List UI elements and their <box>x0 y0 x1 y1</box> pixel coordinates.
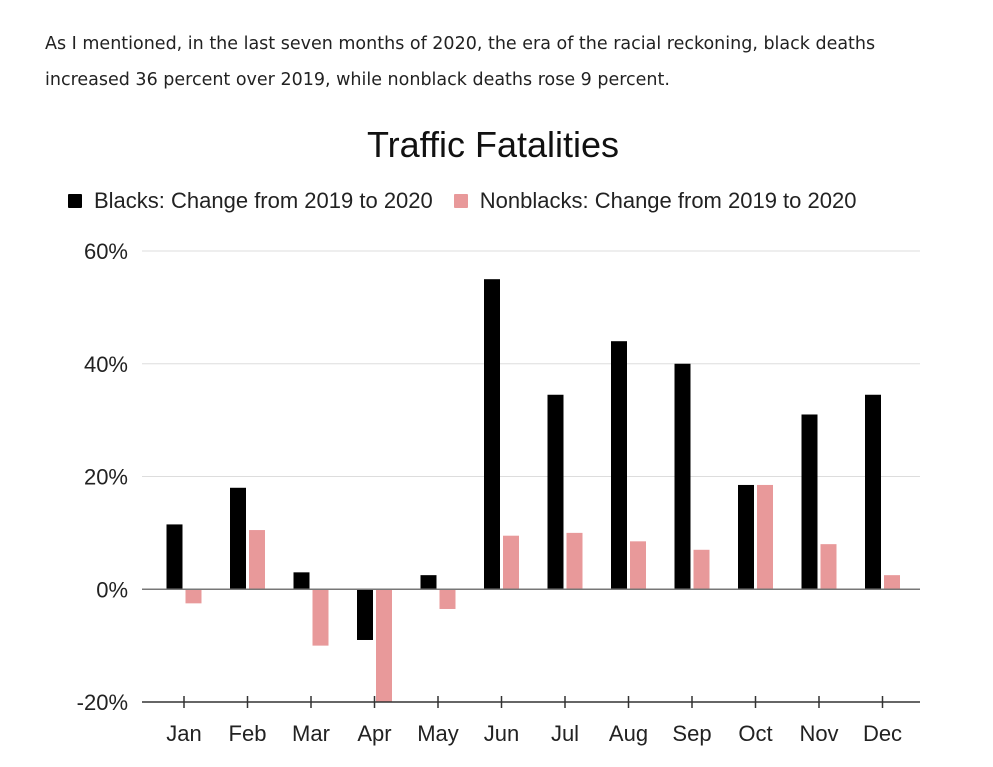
bar-nonblacks-jul <box>566 532 583 590</box>
bar-nonblacks-dec <box>884 575 900 590</box>
bar-blacks-sep <box>674 363 691 590</box>
legend-item-blacks: Blacks: Change from 2019 to 2020 <box>68 188 433 214</box>
gridlines <box>142 250 920 477</box>
bar-blacks-jun <box>484 279 500 590</box>
bar-nonblacks-apr <box>376 589 392 702</box>
chart-legend: Blacks: Change from 2019 to 2020 Nonblac… <box>68 188 856 214</box>
bar-nonblacks-nov <box>820 544 837 590</box>
intro-line-2: increased 36 percent over 2019, while no… <box>45 70 670 90</box>
bar-blacks-aug <box>611 341 627 590</box>
x-tick-label: May <box>417 721 459 746</box>
bar-nonblacks-sep <box>693 549 710 590</box>
y-tick-label: 60% <box>84 239 128 264</box>
x-tick-label: Mar <box>292 721 330 746</box>
bar-blacks-dec <box>865 394 881 590</box>
x-tick-label: Jan <box>166 721 201 746</box>
x-tick-label: Apr <box>357 721 391 746</box>
bar-nonblacks-feb <box>249 530 265 590</box>
legend-swatch-blacks <box>68 194 82 208</box>
x-axis-labels: Jan Feb Mar Apr May Jun Jul Aug Sep Oct Nov Dec <box>166 721 902 746</box>
bar-blacks-jan <box>166 524 183 590</box>
bar-nonblacks-oct <box>757 484 773 590</box>
bar-nonblacks-may <box>439 589 456 609</box>
bar-nonblacks-jan <box>185 589 202 604</box>
x-axis <box>142 588 920 708</box>
y-tick-label: 0% <box>96 577 128 602</box>
bar-nonblacks-mar <box>312 589 329 646</box>
x-tick-label: Jun <box>484 721 519 746</box>
bar-blacks-nov <box>801 414 818 590</box>
legend-item-nonblacks: Nonblacks: Change from 2019 to 2020 <box>453 188 857 214</box>
legend-swatch-nonblacks <box>453 194 468 208</box>
legend-label-nonblacks: Nonblacks: Change from 2019 to 2020 <box>479 188 857 213</box>
intro-line-1: As I mentioned, in the last seven months… <box>45 34 876 54</box>
bar-nonblacks-aug <box>630 541 646 590</box>
chart-title: Traffic Fatalities <box>366 124 620 165</box>
y-tick-label: -20% <box>77 690 128 715</box>
bar-blacks-mar <box>293 572 310 590</box>
bar-nonblacks-jun <box>503 535 519 590</box>
x-tick-label: Sep <box>672 721 711 746</box>
x-tick-label: Feb <box>229 721 267 746</box>
y-tick-label: 20% <box>84 465 128 490</box>
x-tick-label: Dec <box>863 721 902 746</box>
x-tick-label: Jul <box>551 721 579 746</box>
x-tick-label: Aug <box>609 721 648 746</box>
bar-blacks-apr <box>357 589 373 640</box>
bar-blacks-may <box>420 575 437 590</box>
bar-blacks-feb <box>230 487 246 590</box>
bar-blacks-jul <box>547 394 564 590</box>
y-tick-label: 40% <box>84 352 128 377</box>
bars <box>166 279 900 702</box>
x-tick-label: Oct <box>738 721 772 746</box>
legend-label-blacks: Blacks: Change from 2019 to 2020 <box>94 188 433 213</box>
x-tick-label: Nov <box>799 721 838 746</box>
bar-blacks-oct <box>738 484 754 590</box>
y-axis-labels: 60% 40% 20% 0% -20% <box>77 239 128 715</box>
intro-paragraph: As I mentioned, in the last seven months… <box>45 26 955 98</box>
